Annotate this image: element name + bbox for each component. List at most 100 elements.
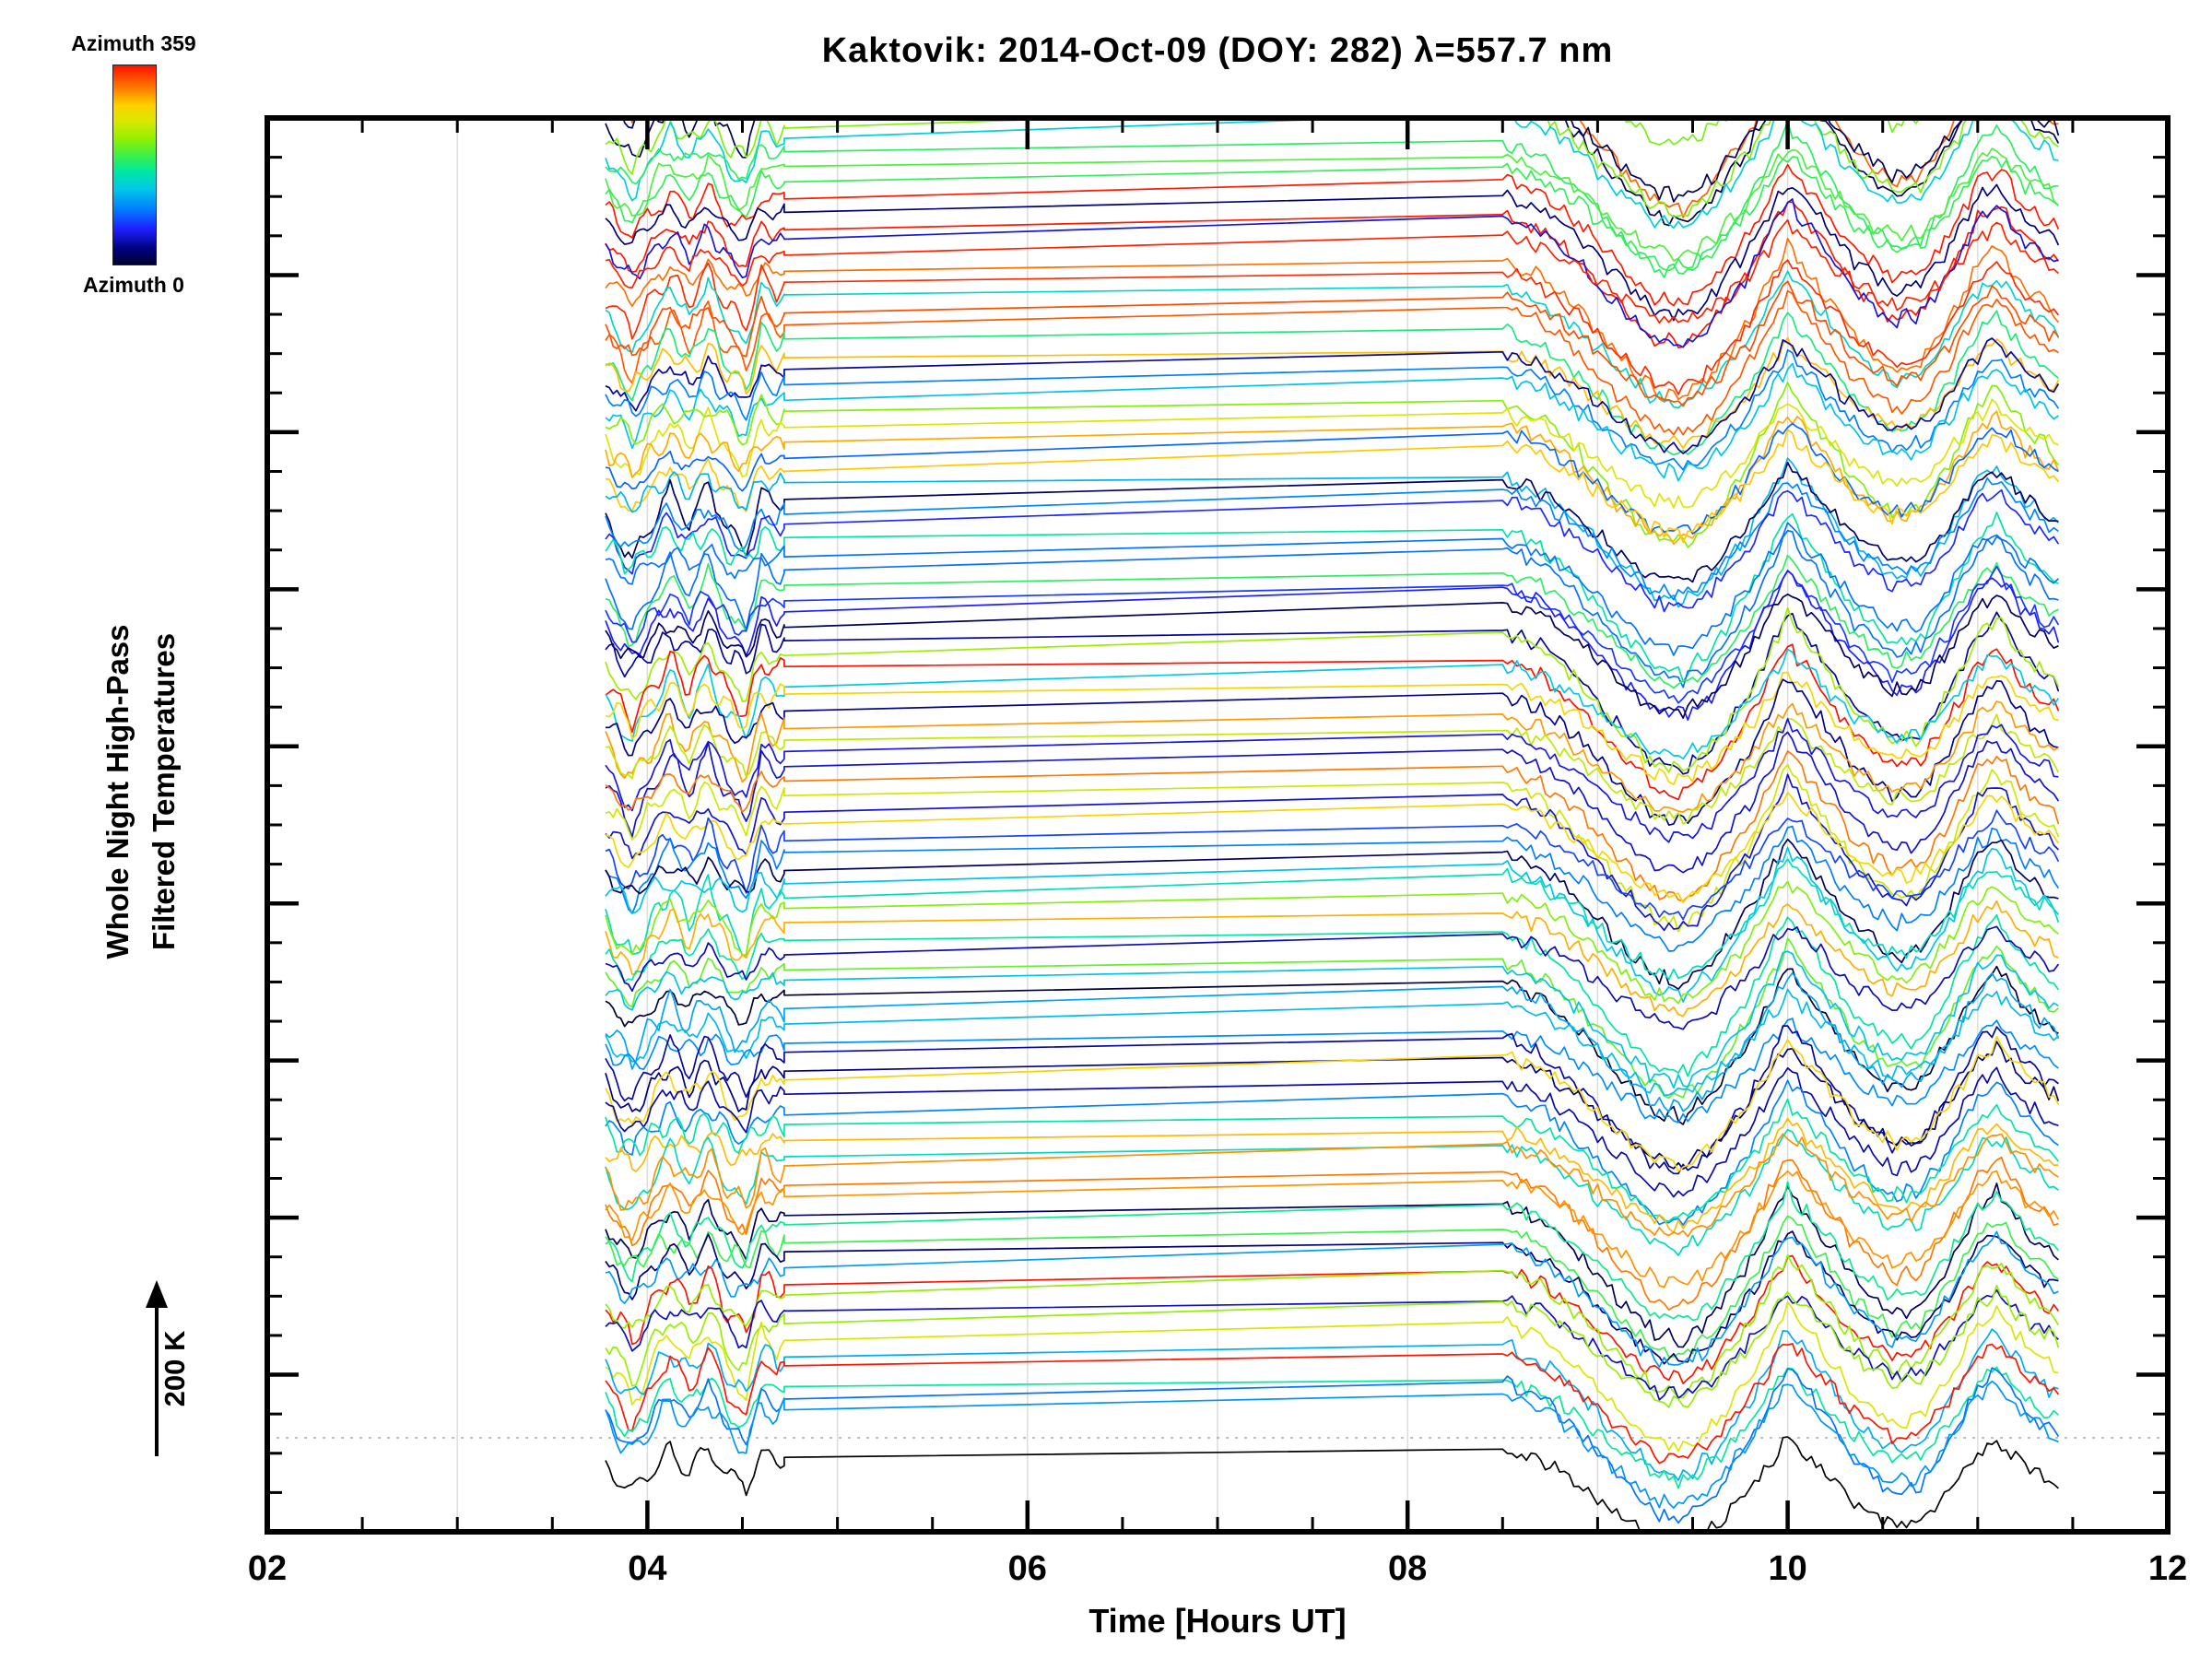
azimuth-trace <box>605 643 2060 801</box>
azimuth-trace <box>605 362 2059 482</box>
azimuth-trace <box>605 422 2059 535</box>
azimuth-trace <box>605 988 2060 1097</box>
azimuth-trace <box>605 512 2059 683</box>
azimuth-trace <box>605 809 2060 921</box>
azimuth-trace <box>605 678 2059 827</box>
azimuth-trace <box>1624 121 1919 146</box>
azimuth-trace <box>605 477 2059 601</box>
azimuth-trace <box>605 1215 2059 1358</box>
trace-group <box>605 121 2060 1529</box>
azimuth-trace <box>605 1253 2060 1399</box>
azimuth-trace <box>605 570 2060 722</box>
azimuth-trace <box>605 155 2059 272</box>
azimuth-trace <box>605 554 2059 689</box>
azimuth-trace <box>605 880 2059 1005</box>
chart-title: Kaktovik: 2014-Oct-09 (DOY: 282) λ=557.7… <box>821 31 1614 70</box>
azimuth-trace <box>605 183 2060 322</box>
azimuth-trace <box>605 457 2060 608</box>
azimuth-trace <box>605 348 2060 471</box>
azimuth-trace <box>605 1156 2059 1311</box>
azimuth-trace <box>605 763 2060 933</box>
azimuth-trace <box>605 1133 2059 1238</box>
azimuth-trace <box>605 900 2059 1018</box>
azimuth-trace <box>605 218 2059 324</box>
scale-arrow-icon <box>146 1280 168 1456</box>
azimuth-trace <box>605 1025 2059 1175</box>
azimuth-trace <box>623 121 2060 203</box>
azimuth-trace <box>605 593 2059 719</box>
azimuth-trace <box>605 1181 2060 1322</box>
azimuth-trace <box>605 398 2059 509</box>
azimuth-trace <box>605 1230 2059 1365</box>
azimuth-trace <box>605 1066 2059 1198</box>
azimuth-trace <box>605 429 2060 544</box>
azimuth-trace <box>605 937 2059 1100</box>
azimuth-trace <box>605 529 2059 688</box>
azimuth-trace <box>605 925 2060 1030</box>
x-tick-label: 06 <box>1008 1549 1047 1588</box>
azimuth-trace <box>605 121 2059 218</box>
azimuth-trace <box>605 121 2059 278</box>
azimuth-trace <box>605 965 2059 1125</box>
azimuth-trace <box>605 825 2060 952</box>
x-tick-label: 10 <box>1768 1549 1806 1588</box>
azimuth-trace <box>605 1117 2059 1234</box>
azimuth-trace <box>605 147 2059 262</box>
azimuth-trace <box>605 488 2060 613</box>
azimuth-trace <box>605 1288 2059 1401</box>
colorbar-bottom-label: Azimuth 0 <box>83 273 184 297</box>
azimuth-trace <box>605 1098 2060 1222</box>
azimuth-colorbar <box>112 65 157 265</box>
azimuth-trace <box>605 611 2060 775</box>
azimuth-trace <box>605 237 2060 403</box>
azimuth-trace <box>605 198 2059 348</box>
azimuth-trace <box>605 1254 2060 1384</box>
azimuth-trace <box>605 1343 2060 1465</box>
azimuth-trace <box>605 1380 2059 1509</box>
azimuth-trace <box>605 1079 2059 1227</box>
azimuth-trace <box>605 1018 2059 1124</box>
azimuth-trace <box>605 731 2060 874</box>
azimuth-trace <box>605 606 2060 773</box>
baseline-trace <box>605 1436 2059 1529</box>
azimuth-trace <box>605 1284 2060 1408</box>
azimuth-trace <box>605 773 2060 932</box>
x-tick-label: 04 <box>628 1549 666 1588</box>
azimuth-trace <box>605 792 2060 904</box>
colorbar-top-label: Azimuth 359 <box>71 31 196 55</box>
x-tick-label: 12 <box>2148 1549 2187 1588</box>
azimuth-trace <box>605 289 2059 436</box>
x-tick-label: 02 <box>248 1549 287 1588</box>
azimuth-trace <box>605 1170 2060 1288</box>
azimuth-trace <box>605 1182 2059 1348</box>
azimuth-trace <box>605 1128 2059 1256</box>
azimuth-trace <box>605 971 2060 1113</box>
x-tick-label: 08 <box>1388 1549 1427 1588</box>
azimuth-trace <box>605 1367 2060 1524</box>
azimuth-trace <box>605 337 2060 454</box>
azimuth-trace <box>605 565 2060 704</box>
azimuth-trace <box>605 163 2060 307</box>
azimuth-trace <box>605 671 2059 785</box>
azimuth-trace <box>605 950 2059 1089</box>
azimuth-trace <box>605 713 2060 825</box>
azimuth-trace <box>605 1366 2059 1489</box>
azimuth-trace <box>605 648 2060 760</box>
azimuth-trace <box>605 913 2060 1077</box>
azimuth-trace <box>605 121 2059 229</box>
azimuth-trace <box>605 121 2060 227</box>
x-axis-title: Time [Hours UT] <box>1088 1602 1347 1640</box>
azimuth-trace <box>605 522 2059 656</box>
azimuth-trace <box>605 750 2060 902</box>
azimuth-trace <box>605 280 2060 407</box>
azimuth-trace <box>605 1035 2060 1172</box>
azimuth-trace <box>605 858 2060 981</box>
azimuth-trace <box>605 718 2059 843</box>
azimuth-trace <box>605 259 2060 395</box>
azimuth-trace <box>605 336 2060 450</box>
azimuth-trace <box>605 270 2060 409</box>
azimuth-trace <box>605 838 2059 991</box>
azimuth-trace <box>605 1300 2059 1453</box>
